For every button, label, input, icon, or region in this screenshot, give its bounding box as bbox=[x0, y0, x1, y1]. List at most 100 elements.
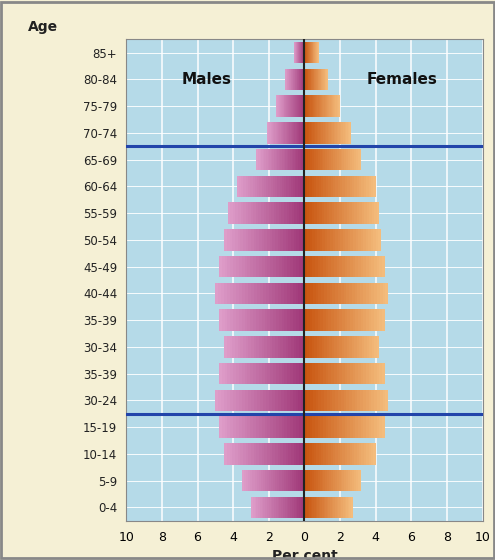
Bar bbox=[309, 497, 311, 518]
Bar bbox=[333, 149, 335, 170]
Bar bbox=[331, 443, 333, 465]
Bar bbox=[379, 229, 381, 250]
Bar bbox=[302, 69, 303, 90]
Bar bbox=[274, 149, 276, 170]
Bar bbox=[347, 122, 349, 143]
Bar bbox=[248, 417, 250, 438]
Bar bbox=[293, 149, 295, 170]
Bar bbox=[233, 256, 236, 277]
Bar bbox=[325, 95, 326, 117]
Bar bbox=[360, 283, 363, 304]
Bar bbox=[289, 176, 291, 197]
Bar bbox=[314, 497, 316, 518]
Bar bbox=[339, 95, 340, 117]
Bar bbox=[329, 336, 332, 358]
Bar bbox=[334, 336, 337, 358]
Bar bbox=[264, 176, 266, 197]
Bar bbox=[312, 336, 314, 358]
Bar bbox=[304, 417, 307, 438]
Bar bbox=[299, 202, 302, 224]
Bar bbox=[296, 417, 298, 438]
Bar bbox=[320, 363, 323, 384]
Bar bbox=[298, 363, 301, 384]
Bar bbox=[281, 497, 283, 518]
Bar bbox=[320, 122, 321, 143]
Bar bbox=[222, 310, 225, 331]
Bar bbox=[239, 363, 242, 384]
Bar bbox=[307, 283, 310, 304]
Bar bbox=[267, 122, 268, 143]
Bar bbox=[322, 470, 323, 491]
Bar bbox=[329, 417, 331, 438]
Bar bbox=[326, 443, 328, 465]
Bar bbox=[296, 470, 298, 491]
Bar bbox=[345, 256, 347, 277]
Bar bbox=[369, 417, 371, 438]
Bar bbox=[329, 470, 331, 491]
Bar bbox=[310, 69, 311, 90]
Bar bbox=[377, 417, 379, 438]
Bar bbox=[352, 202, 354, 224]
Bar bbox=[248, 363, 250, 384]
Bar bbox=[337, 95, 338, 117]
Bar bbox=[232, 336, 235, 358]
Bar bbox=[218, 390, 221, 411]
Bar bbox=[256, 443, 259, 465]
Bar bbox=[377, 390, 380, 411]
Bar bbox=[288, 69, 289, 90]
Bar bbox=[264, 363, 267, 384]
Bar bbox=[315, 310, 318, 331]
Bar bbox=[259, 417, 262, 438]
Bar bbox=[320, 470, 322, 491]
Bar bbox=[346, 470, 348, 491]
Bar bbox=[248, 310, 250, 331]
Bar bbox=[307, 390, 310, 411]
Bar bbox=[323, 122, 325, 143]
Bar bbox=[253, 256, 256, 277]
Bar bbox=[243, 443, 246, 465]
Bar bbox=[335, 390, 338, 411]
Bar bbox=[276, 202, 279, 224]
Bar bbox=[374, 310, 377, 331]
Bar bbox=[285, 149, 287, 170]
Bar bbox=[339, 149, 341, 170]
Bar bbox=[303, 149, 304, 170]
Bar bbox=[240, 229, 243, 250]
Bar bbox=[273, 310, 276, 331]
Bar bbox=[301, 310, 304, 331]
Bar bbox=[253, 497, 254, 518]
Bar bbox=[379, 417, 382, 438]
Bar bbox=[260, 283, 263, 304]
Bar bbox=[267, 497, 269, 518]
Bar bbox=[316, 390, 318, 411]
Bar bbox=[319, 176, 321, 197]
Bar bbox=[260, 390, 263, 411]
Bar bbox=[332, 336, 334, 358]
Bar bbox=[319, 202, 322, 224]
Bar bbox=[377, 336, 379, 358]
Bar bbox=[363, 390, 366, 411]
Bar bbox=[280, 470, 282, 491]
Bar bbox=[318, 470, 320, 491]
Bar bbox=[322, 149, 323, 170]
Bar bbox=[358, 229, 361, 250]
Bar bbox=[298, 69, 299, 90]
Bar bbox=[259, 149, 261, 170]
Bar bbox=[360, 390, 363, 411]
Bar bbox=[316, 149, 318, 170]
Bar bbox=[269, 390, 272, 411]
Bar bbox=[246, 443, 248, 465]
Bar bbox=[350, 229, 353, 250]
Bar bbox=[258, 497, 260, 518]
Bar bbox=[289, 443, 291, 465]
Bar bbox=[296, 363, 298, 384]
Bar bbox=[267, 363, 270, 384]
Bar bbox=[364, 443, 366, 465]
Bar bbox=[332, 390, 335, 411]
Bar bbox=[246, 176, 248, 197]
Bar bbox=[354, 176, 357, 197]
Bar bbox=[340, 176, 343, 197]
Bar bbox=[239, 256, 242, 277]
Bar bbox=[322, 336, 324, 358]
Bar bbox=[270, 310, 273, 331]
